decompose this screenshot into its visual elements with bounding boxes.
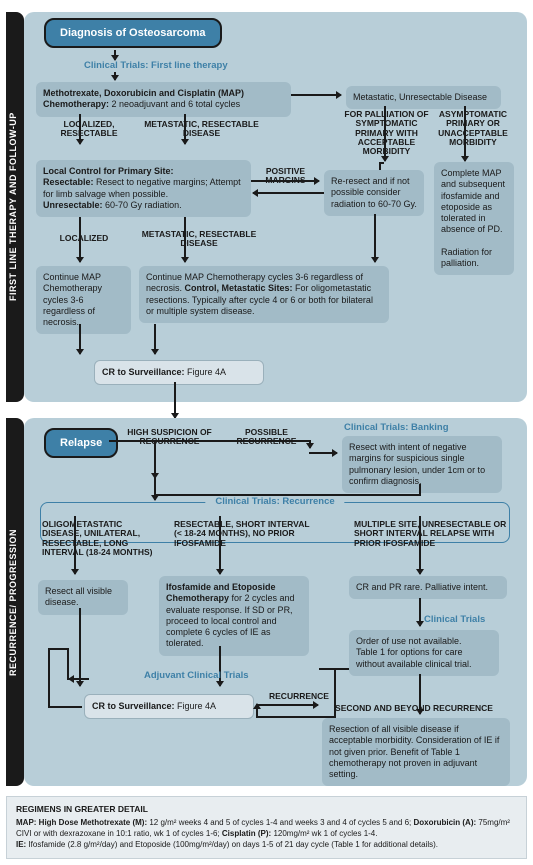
node-diagnosis: Diagnosis of Osteosarcoma [44, 18, 222, 48]
t: 12 g/m² weeks 4 and 5 of cycles 1-4 and … [147, 818, 413, 827]
t: Figure 4A [175, 701, 217, 711]
node-ie-chemo: Ifosfamide and Etoposide Chemotherapy fo… [159, 576, 309, 656]
node-reresect: Re-resect and if not possible consider r… [324, 170, 424, 216]
arrow [419, 598, 421, 626]
arrow [154, 324, 156, 354]
k: CR to Surveillance: [92, 701, 175, 711]
label-asymptomatic: ASYMPTOMATIC PRIMARY OR UNACCEPTABLE MOR… [434, 110, 512, 147]
node-cr-surveillance: CR to Surveillance: Figure 4A [94, 360, 264, 385]
label-loc-res: LOCALIZED, RESECTABLE [54, 120, 124, 139]
label-high-susp: HIGH SUSPICION OF RECURRENCE [122, 428, 217, 447]
ct-trials: Clinical Trials [424, 614, 485, 625]
panel-recurrence: RECURRENCE/ PROGRESSION Relapse HIGH SUS… [24, 418, 527, 786]
arrow [309, 440, 311, 448]
t: Ifosfamide (2.8 g/m²/day) and Etoposide … [26, 840, 438, 849]
t: 120mg/m² wk 1 of cycles 1-4. [271, 829, 377, 838]
regimens-footer: REGIMENS IN GREATER DETAIL MAP: High Dos… [6, 796, 527, 859]
arrow [69, 678, 89, 680]
k: Resectable: [43, 177, 94, 187]
footer-body: MAP: High Dose Methotrexate (M): 12 g/m²… [16, 818, 517, 850]
tab-recurrence: RECURRENCE/ PROGRESSION [6, 418, 24, 786]
t: 60-70 Gy radiation. [103, 200, 182, 210]
arrow [334, 668, 336, 716]
k: Doxorubicin (A): [414, 818, 477, 827]
label-met-res: METASTATIC, RESECTABLE DISEASE [144, 120, 259, 139]
node-cr-surv-2: CR to Surveillance: Figure 4A [84, 694, 254, 719]
k: Cisplatin (P): [222, 829, 271, 838]
node-local-control: Local Control for Primary Site: Resectab… [36, 160, 251, 217]
label-localized: LOCALIZED [54, 234, 114, 243]
arrow [419, 484, 421, 494]
label-met-res2: METASTATIC, RESECTABLE DISEASE [139, 230, 259, 249]
label-oligo: OLIGOMETASTATIC DISEASE, UNILATERAL, RES… [42, 520, 157, 557]
footer-title: REGIMENS IN GREATER DETAIL [16, 804, 517, 815]
label-pos-margins: POSITIVE MARGINS [258, 167, 313, 186]
arrow [174, 382, 176, 418]
arrow [114, 72, 116, 80]
arrow [48, 706, 82, 708]
node-continue-map-met: Continue MAP Chemotherapy cycles 3-6 reg… [139, 266, 389, 323]
t: Figure 4A [185, 367, 227, 377]
arrow [256, 704, 318, 706]
arrow [256, 716, 336, 718]
ct-recurrence: Clinical Trials: Recurrence [205, 496, 344, 507]
arrow [79, 608, 81, 686]
node-met-unres: Metastatic, Unresectable Disease [346, 86, 501, 109]
k: Control, Metastatic Sites: [185, 283, 293, 293]
arrow [48, 648, 69, 650]
arrow [374, 214, 376, 262]
k: Unresectable: [43, 200, 103, 210]
node-resect-all: Resect all visible disease. [38, 580, 128, 615]
arrow [79, 324, 81, 354]
label-recurrence: RECURRENCE [259, 692, 339, 701]
k: IE: [16, 840, 26, 849]
node-continue-map-loc: Continue MAP Chemotherapy cycles 3-6 reg… [36, 266, 131, 334]
node-relapse: Relapse [44, 428, 118, 458]
ct-first-line: Clinical Trials: First line therapy [84, 60, 228, 71]
arrow [309, 452, 337, 454]
label-short: RESECTABLE, SHORT INTERVAL (< 18-24 MONT… [174, 520, 314, 548]
node-map-chemo: Methotrexate, Doxorubicin and Cisplatin … [36, 82, 291, 117]
ct-adjuvant: Adjuvant Clinical Trials [144, 670, 249, 681]
ct-banking: Clinical Trials: Banking [344, 422, 449, 433]
arrow [48, 648, 50, 706]
panel-first-line: FIRST LINE THERAPY AND FOLLOW-UP Diagnos… [24, 12, 527, 402]
title: Local Control for Primary Site: [43, 166, 174, 176]
text: 2 neoadjuvant and 6 total cycles [109, 99, 240, 109]
tab-first-line: FIRST LINE THERAPY AND FOLLOW-UP [6, 12, 24, 402]
k: MAP: High Dose Methotrexate (M): [16, 818, 147, 827]
arrow [114, 50, 116, 60]
node-complete-map: Complete MAP and subsequent ifosfamide a… [434, 162, 514, 275]
node-crpr: CR and PR rare. Palliative intent. [349, 576, 507, 599]
arrow [67, 648, 69, 680]
node-order: Order of use not available. Table 1 for … [349, 630, 499, 676]
label-poss-rec: POSSIBLE RECURRENCE [224, 428, 309, 447]
arrow [319, 668, 349, 670]
label-palliation: FOR PALLIATION OF SYMPTOMATIC PRIMARY WI… [339, 110, 434, 157]
arrow [256, 704, 258, 718]
label-multi: MULTIPLE SITE, UNRESECTABLE OR SHORT INT… [354, 520, 509, 548]
node-resect-visible: Resection of all visible disease if acce… [322, 718, 510, 786]
k: CR to Surveillance: [102, 367, 185, 377]
label-second: SECOND AND BEYOND RECURRENCE [324, 704, 504, 713]
node-resect-intent: Resect with intent of negative margins f… [342, 436, 502, 493]
arrow [291, 94, 341, 96]
arrow [154, 478, 156, 500]
